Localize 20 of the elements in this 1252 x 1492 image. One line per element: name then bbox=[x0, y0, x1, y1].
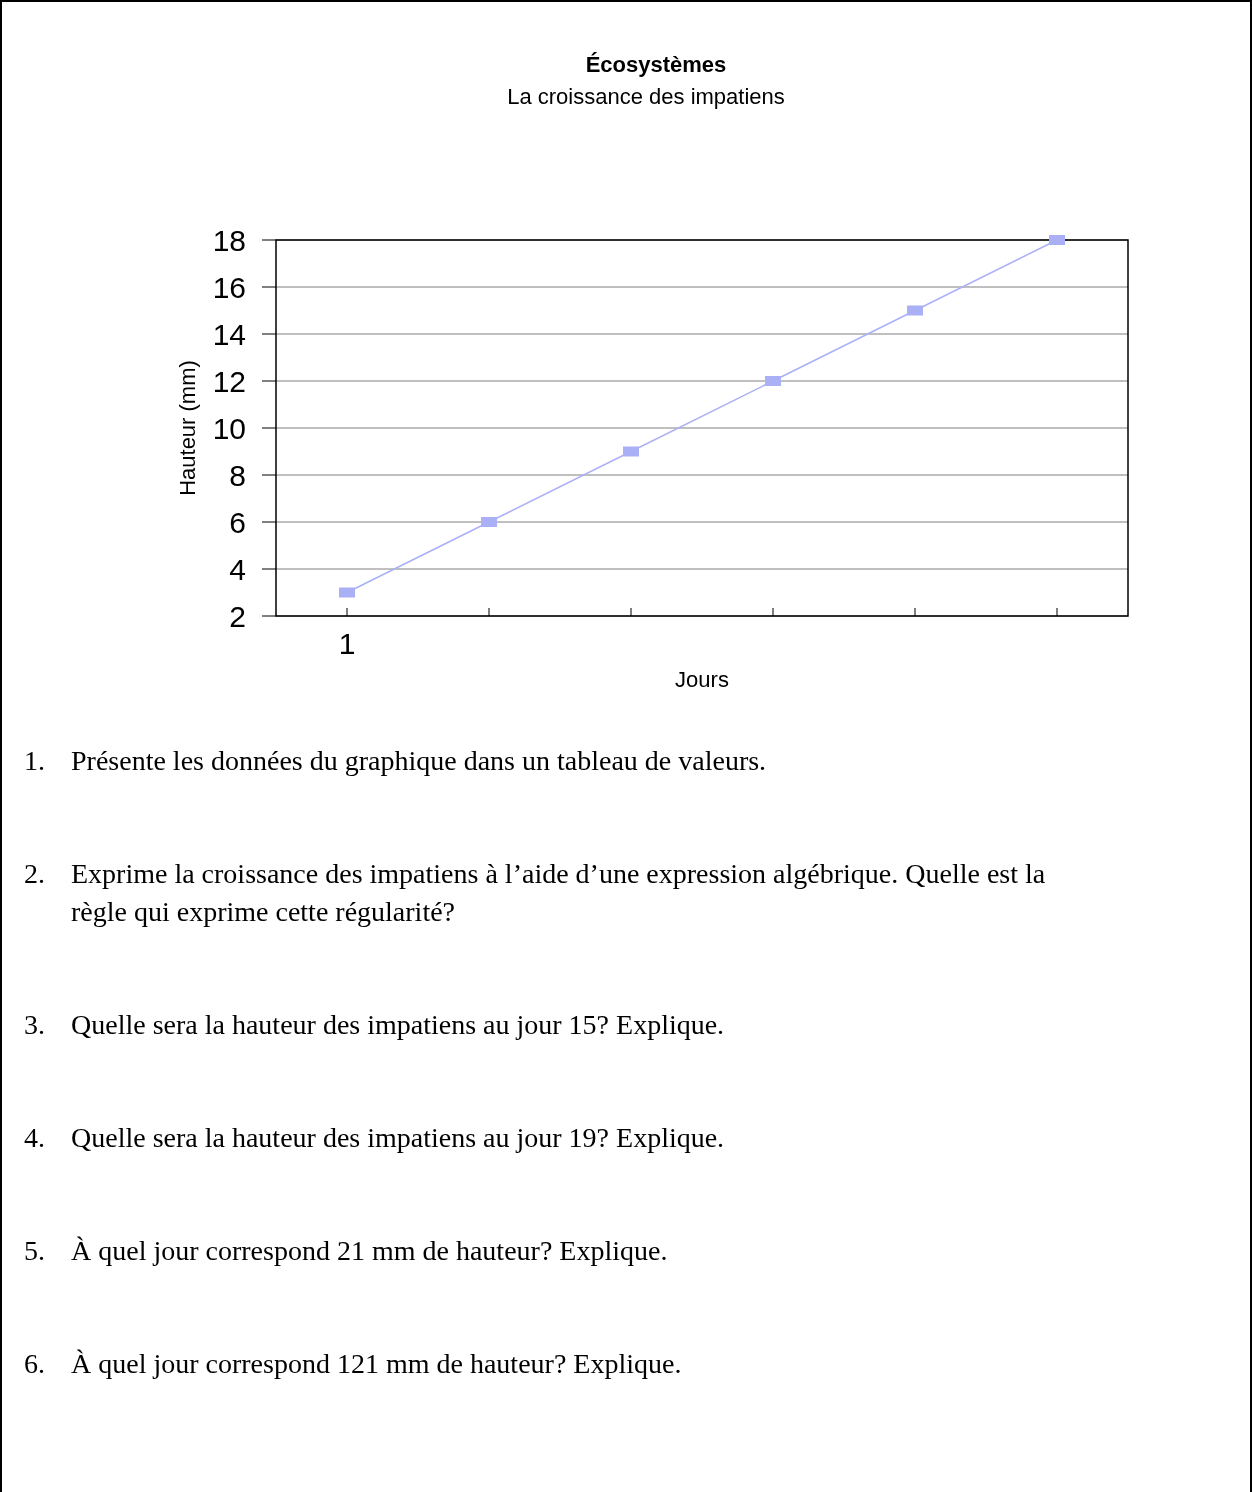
y-tick-label: 6 bbox=[229, 505, 246, 539]
text: 4. Quelle sera la hauteur des impatiens au jour 19? Explique. bbox=[24, 1122, 725, 1153]
y-tick-label: 2 bbox=[229, 599, 246, 633]
y-tick-label: 12 bbox=[212, 364, 246, 398]
text: 5. À quel jour correspond 21 mm de hauteur? Explique. bbox=[24, 1235, 668, 1266]
y-tick-label: 8 bbox=[229, 458, 246, 492]
chart-title: Écosystèmes bbox=[585, 52, 727, 77]
y-tick-label: 18 bbox=[212, 223, 246, 257]
y-tick-label: 16 bbox=[212, 270, 246, 304]
y-tick-label: 4 bbox=[229, 552, 246, 586]
x-tick-label: 1 bbox=[338, 627, 356, 660]
text: 6. À quel jour correspond 121 mm de hauteur? Explique. bbox=[24, 1348, 682, 1379]
text: 1. Présente les données du graphique dans un tableau de valeurs. bbox=[24, 745, 767, 776]
x-axis-title: Jours bbox=[675, 667, 729, 692]
y-tick-label: 14 bbox=[212, 317, 246, 351]
text: 3. Quelle sera la hauteur des impatiens au jour 15? Explique. bbox=[24, 1009, 725, 1040]
y-tick-label: 10 bbox=[212, 411, 246, 445]
y-axis-title: Hauteur (mm) bbox=[175, 360, 200, 496]
chart-subtitle: La croissance des impatiens bbox=[507, 84, 785, 109]
text: 2. Exprime la croissance des impatiens à l’aide d’une expression algébrique. Quelle est la règle qui exprime cette régularité? bbox=[24, 858, 1046, 927]
